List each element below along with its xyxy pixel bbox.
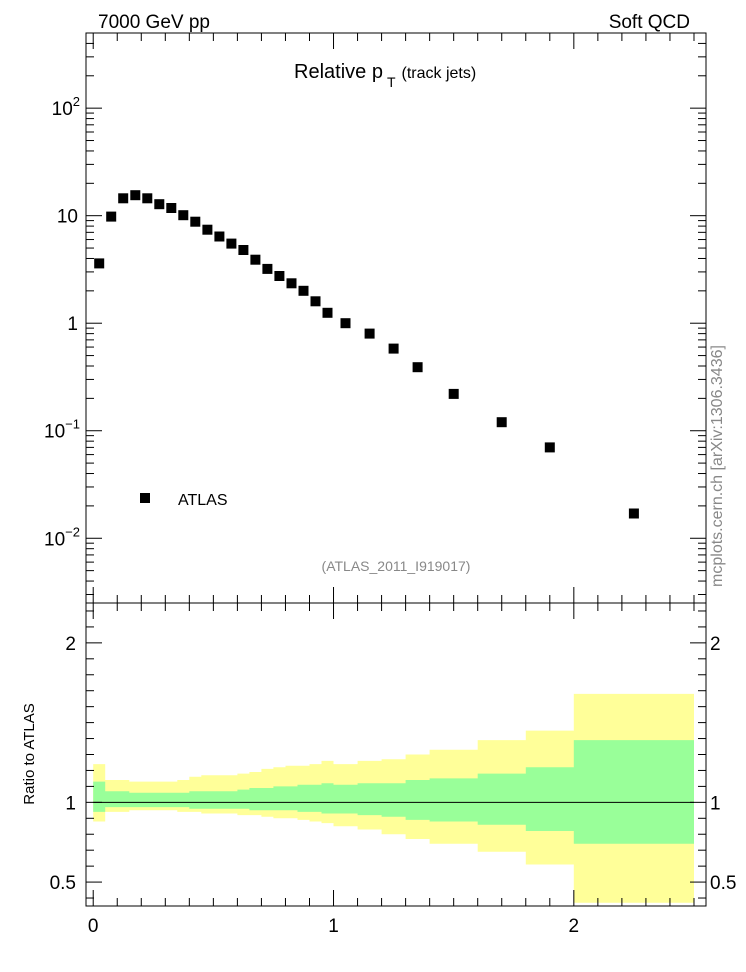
ratio-y-tick-label: 2 [65,634,76,655]
y-tick-label: 1 [67,314,78,335]
ratio-ylabel: Ratio to ATLAS [21,703,38,804]
data-point [322,307,333,318]
x-tick-label: 1 [328,916,339,937]
data-point [94,258,105,269]
data-point [178,210,189,221]
data-point [298,285,309,296]
legend-marker [140,493,150,503]
data-point [226,238,237,249]
data-point [250,254,261,265]
data-point [496,417,507,428]
y-tick-label: 10−1 [44,417,80,443]
ratio-y-tick-label: 0.5 [50,873,76,894]
main-frame [85,32,707,604]
ratio-data-layer [93,693,694,903]
data-point [154,199,165,210]
side-label: mcplots.cern.ch [arXiv:1306.3436] [709,345,726,587]
y-tick-label: 102 [52,94,80,120]
data-point [238,245,249,255]
data-point [340,318,351,329]
x-tick-label: 2 [569,916,580,937]
legend-label: ATLAS [178,492,228,509]
main-title: Relative p T (track jets) [294,61,476,90]
data-point [388,343,399,354]
ratio-panel: 0.5 0.5 1 1 2 2 0 1 2 Ratio to ATLAS [21,602,736,937]
data-point [214,231,225,242]
analysis-annotation: (ATLAS_2011_I919017) [322,558,471,574]
data-point [412,362,423,373]
ratio-band-2 [93,740,694,844]
ratio-y-tick-label-right: 2 [710,634,721,655]
data-point [118,193,129,204]
data-point [274,271,285,281]
data-point [166,203,177,213]
main-axes: 102 10 1 10−1 10−2 [44,32,706,603]
data-point [262,263,273,274]
data-point [310,296,321,307]
ratio-y-tick-label-right: 1 [710,793,721,814]
main-panel: 102 10 1 10−1 10−2 Relative p T (track jets) (… [44,32,707,604]
data-point [286,278,297,289]
ratio-y-tick-label-right: 0.5 [710,873,736,894]
y-tick-label: 10−2 [44,524,80,550]
x-tick-label: 0 [88,916,99,937]
y-tick-label: 10 [57,207,78,228]
header-right: Soft QCD [609,12,690,33]
data-point [544,442,555,453]
data-point [202,224,213,235]
data-point [628,508,639,519]
data-point [190,216,201,227]
header-left: 7000 GeV pp [98,12,210,33]
ratio-y-tick-label: 1 [65,793,76,814]
data-point [448,388,459,399]
ratio-axes: 0.5 0.5 1 1 2 2 0 1 2 [50,603,736,937]
data-point [364,328,375,339]
main-data-layer [94,190,639,519]
data-point [130,190,141,201]
data-point [106,211,117,222]
data-point [142,193,153,204]
